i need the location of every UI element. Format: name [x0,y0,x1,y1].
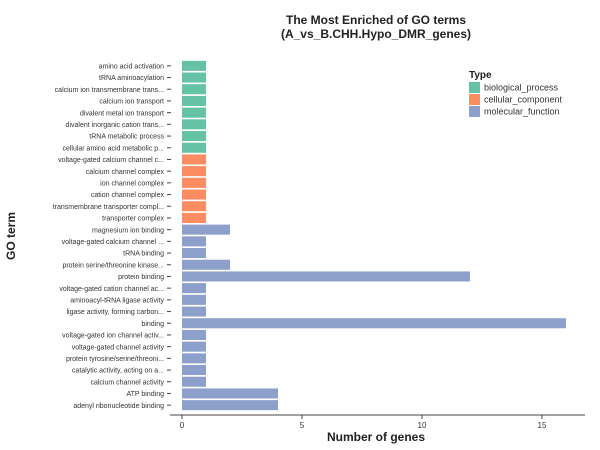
x-axis-label: Number of genes [327,430,425,444]
y-tick-label: protein serine/threonine kinase... [62,262,164,269]
bar [182,294,206,305]
legend-swatch [469,94,480,105]
legend-swatch [469,82,480,93]
y-tick-label: tRNA aminoacylation [99,75,164,82]
chart-title: The Most Enriched of GO terms [286,13,466,27]
bar [182,72,206,83]
bar [182,271,470,282]
y-tick-label: catalytic activity, acting on a... [72,368,164,375]
bar [182,318,566,329]
bar [182,201,206,212]
bar [182,376,206,387]
bar [182,107,206,118]
bar [182,329,206,340]
y-tick-label: voltage-gated ion channel activ... [62,333,164,340]
x-ticks: 0 5 10 15 [180,415,547,430]
y-tick-label: ligase activity, forming carbon... [66,309,164,316]
bar [182,84,206,95]
y-tick-label: transporter complex [102,216,164,223]
y-tick-label: voltage-gated calcium channel ... [62,239,164,246]
bar [182,248,206,259]
bar [182,388,278,399]
legend-label: cellular_component [484,95,563,105]
bar [182,236,206,247]
y-tick-label: amino acid activation [99,63,164,70]
y-tick-label: voltage-gated cation channel ac... [59,286,164,293]
bar [182,154,206,165]
y-tick-label: cellular amino acid metabolic p... [62,145,164,152]
y-tick-label: protein binding [118,274,164,281]
y-tick-label: calcium channel activity [90,379,164,386]
y-tick-label: tRNA metabolic process [89,134,164,141]
bar [182,166,206,177]
y-tick-label: binding [141,321,164,328]
bars-group [182,60,566,411]
y-tick-labels: amino acid activation tRNA aminoacylation… [53,63,171,410]
y-tick-label: calcium ion transport [99,99,164,106]
bar [182,131,206,142]
bar [182,212,206,223]
y-tick-label: transmembrane transporter compl... [53,204,164,211]
legend: Type biological_process cellular_componen… [469,70,563,117]
bar [182,95,206,106]
y-tick-label: ATP binding [127,391,165,398]
y-tick-label: divalent inorganic cation trans... [66,122,164,129]
x-tick-label: 5 [300,421,305,430]
bar [182,177,206,188]
y-tick-label: divalent metal ion transport [80,110,164,117]
legend-swatch [469,106,480,117]
y-tick-label: cation channel complex [91,192,165,199]
x-tick-label: 0 [180,421,185,430]
y-tick-label: magnesium ion binding [92,227,164,234]
x-tick-label: 10 [418,421,427,430]
y-tick-label: voltage-gated channel activity [72,344,165,351]
y-tick-label: voltage-gated calcium channel c... [58,157,164,164]
y-tick-label: calcium ion transmembrane trans... [55,87,164,94]
chart-subtitle: (A_vs_B.CHH.Hypo_DMR_genes) [281,27,471,41]
y-tick-label: protein tyrosine/serine/threoni... [66,356,164,363]
bar [182,400,278,411]
y-tick-label: aminoacyl-tRNA ligase activity [70,297,164,304]
bar [182,283,206,294]
bar [182,306,206,317]
x-tick-label: 15 [538,421,547,430]
bar [182,353,206,364]
bar [182,365,206,376]
y-axis-label: GO term [4,212,18,260]
legend-label: biological_process [484,83,559,93]
y-tick-label: tRNA binding [123,251,164,258]
bar [182,224,230,235]
y-tick-label: calcium channel complex [86,169,165,176]
legend-label: molecular_function [484,107,560,117]
y-tick-label: ion channel complex [100,180,164,187]
bar [182,60,206,71]
legend-title: Type [469,70,492,81]
bar [182,341,206,352]
bar [182,119,206,130]
bar [182,259,230,270]
bar [182,142,206,153]
bar [182,189,206,200]
y-tick-label: adenyl ribonucleotide binding [73,403,164,410]
